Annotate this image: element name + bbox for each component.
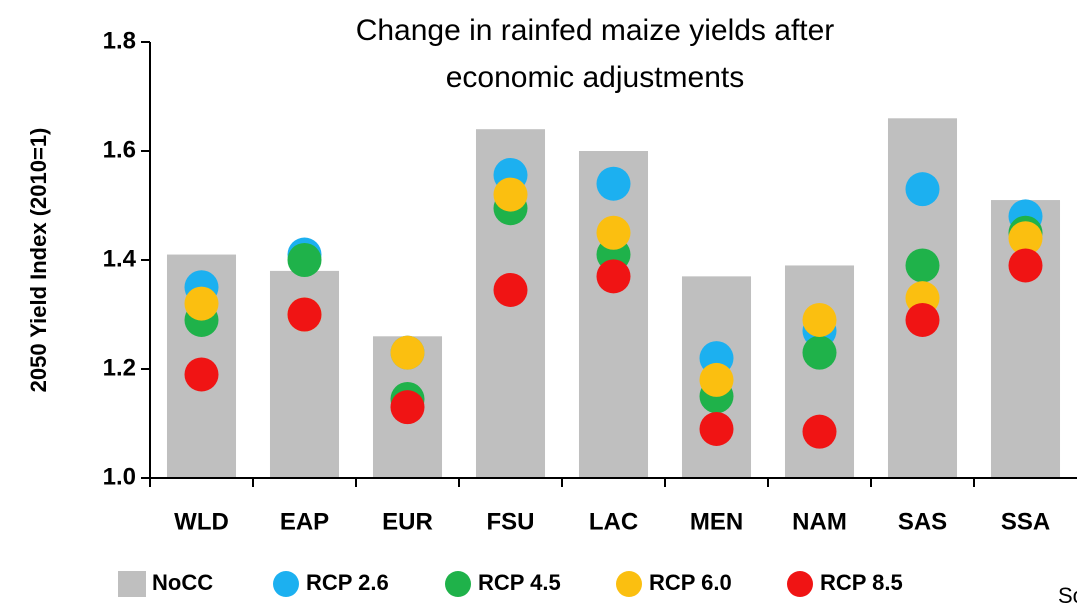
dot (596, 215, 631, 250)
dot (905, 302, 940, 337)
dot (699, 362, 734, 397)
chart-title: Change in rainfed maize yields after (356, 14, 835, 47)
y-axis-label: 2050 Yield Index (2010=1) (26, 128, 51, 393)
bar (578, 151, 649, 478)
dot (802, 335, 837, 370)
dot (287, 297, 322, 332)
legend-label: RCP 8.5 (820, 570, 903, 595)
x-tick-label: SAS (898, 508, 947, 535)
legend-label: RCP 6.0 (649, 570, 732, 595)
y-tick-label: 1.8 (103, 27, 136, 54)
dot (390, 335, 425, 370)
dot (493, 272, 528, 307)
legend-label: RCP 4.5 (478, 570, 561, 595)
y-tick-label: 1.4 (103, 245, 137, 272)
dot (1008, 221, 1043, 256)
y-tick-label: 1.6 (103, 136, 136, 163)
x-tick-label: EAP (280, 508, 329, 535)
legend-label: RCP 2.6 (306, 570, 389, 595)
legend-swatch (787, 571, 813, 597)
dot (802, 302, 837, 337)
x-tick-label: SSA (1001, 508, 1050, 535)
dot (905, 172, 940, 207)
dot (390, 390, 425, 425)
dot (699, 411, 734, 446)
y-tick-label: 1.2 (103, 354, 136, 381)
chart-title: economic adjustments (446, 61, 744, 94)
legend-swatch (273, 571, 299, 597)
x-tick-label: MEN (690, 508, 743, 535)
x-tick-label: NAM (792, 508, 847, 535)
dot (287, 243, 322, 277)
dot (596, 259, 631, 294)
legend-swatch (118, 571, 146, 597)
dot (184, 286, 219, 321)
dot (596, 166, 631, 201)
x-tick-label: LAC (589, 508, 638, 535)
dot (802, 414, 837, 449)
x-tick-label: WLD (174, 508, 229, 535)
legend-swatch (616, 571, 642, 597)
legend-label: NoCC (152, 570, 213, 595)
x-tick-label: EUR (382, 508, 433, 535)
dot (184, 357, 219, 392)
x-tick-label: FSU (487, 508, 535, 535)
y-tick-label: 1.0 (103, 463, 136, 490)
legend-swatch (445, 571, 471, 597)
dot (1008, 248, 1043, 283)
annotation: So (1058, 583, 1077, 606)
dot (493, 177, 528, 212)
dot (905, 248, 940, 283)
